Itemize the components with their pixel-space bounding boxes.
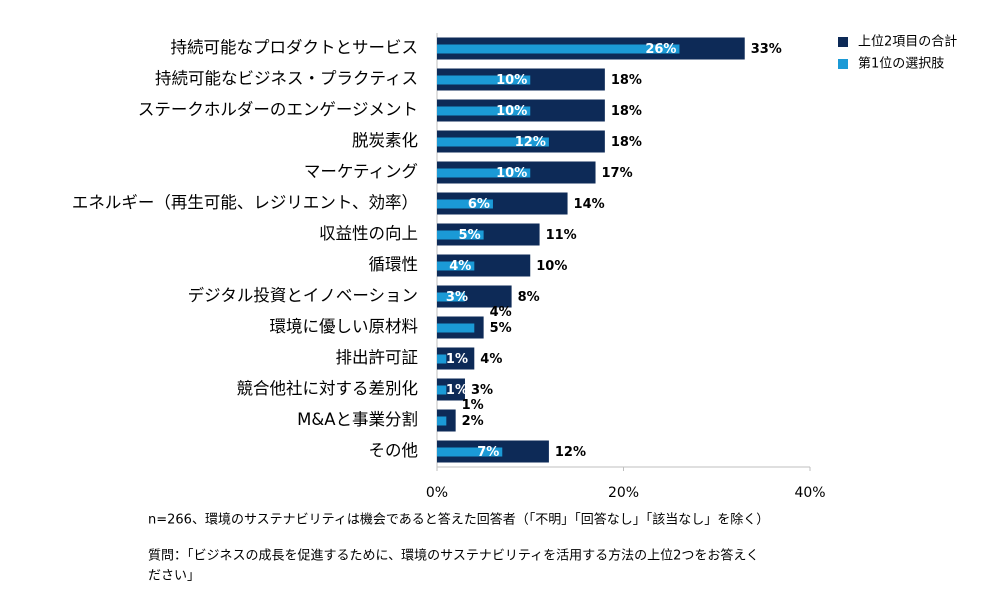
value-label: 12% xyxy=(555,445,586,460)
value-label: 7% xyxy=(477,445,499,460)
value-label: 26% xyxy=(645,42,676,57)
bar xyxy=(437,292,465,302)
legend-label: 上位2項目の合計 xyxy=(858,34,957,50)
category-label: 持続可能なビジネス・プラクティス xyxy=(155,69,418,88)
value-label: 4% xyxy=(490,305,512,320)
value-label: 18% xyxy=(611,104,642,119)
note: ださい」 xyxy=(148,569,200,584)
category-label: 競合他社に対する差別化 xyxy=(237,379,419,398)
bar xyxy=(437,416,447,426)
value-label: 3% xyxy=(471,383,493,398)
category-label: 脱炭素化 xyxy=(352,131,418,150)
category-label: マーケティング xyxy=(304,162,418,181)
note: n=266、環境のサステナビリティは機会であると答えた回答者（「不明」「回答なし… xyxy=(148,512,769,528)
category-label: M&Aと事業分割 xyxy=(297,410,418,429)
bar xyxy=(437,378,465,401)
category-label: エネルギー（再生可能、レジリエント、効率） xyxy=(72,193,418,212)
legend-label: 第1位の選択肢 xyxy=(858,56,944,72)
bar xyxy=(437,385,447,395)
bar xyxy=(437,75,531,85)
value-label: 11% xyxy=(546,228,577,243)
value-label: 1% xyxy=(462,398,484,413)
value-label: 10% xyxy=(496,73,527,88)
category-label: 環境に優しい原材料 xyxy=(270,317,419,336)
bar xyxy=(437,223,540,246)
legend-swatch xyxy=(838,37,848,47)
value-label: 8% xyxy=(518,290,540,305)
bar xyxy=(437,261,475,271)
value-label: 18% xyxy=(611,135,642,150)
bar xyxy=(437,44,680,54)
value-label: 10% xyxy=(496,104,527,119)
category-label: ステークホルダーのエンゲージメント xyxy=(138,100,418,119)
bar xyxy=(437,230,484,240)
bar xyxy=(437,106,531,116)
x-tick-label: 40% xyxy=(794,485,825,501)
note: 質問：「ビジネスの成長を促進するために、環境のサステナビリティを活用する方法の上… xyxy=(148,548,759,564)
category-label: 持続可能なプロダクトとサービス xyxy=(171,38,419,57)
bar xyxy=(437,347,475,370)
category-label: デジタル投資とイノベーション xyxy=(188,285,418,305)
value-label: 33% xyxy=(751,42,782,57)
value-label: 1% xyxy=(446,352,468,367)
bar xyxy=(437,323,475,333)
value-label: 2% xyxy=(462,414,484,429)
value-label: 12% xyxy=(515,135,546,150)
bar xyxy=(437,447,503,457)
value-label: 4% xyxy=(449,259,471,274)
category-label: 排出許可証 xyxy=(336,348,419,367)
value-label: 14% xyxy=(574,197,605,212)
category-label: 収益性の向上 xyxy=(319,224,418,243)
category-label: その他 xyxy=(369,441,419,460)
value-label: 4% xyxy=(480,352,502,367)
bar xyxy=(437,137,549,147)
bar xyxy=(437,199,493,209)
category-label: 循環性 xyxy=(369,255,419,274)
bar xyxy=(437,192,568,215)
value-label: 10% xyxy=(496,166,527,181)
value-label: 17% xyxy=(602,166,633,181)
value-label: 1% xyxy=(446,383,468,398)
value-label: 6% xyxy=(468,197,490,212)
value-label: 3% xyxy=(446,290,468,305)
x-tick-label: 20% xyxy=(608,485,639,501)
value-label: 5% xyxy=(459,228,481,243)
value-label: 18% xyxy=(611,73,642,88)
bar xyxy=(437,285,512,308)
value-label: 10% xyxy=(536,259,567,274)
legend-swatch xyxy=(838,59,848,69)
bar xyxy=(437,168,531,178)
bar xyxy=(437,254,531,277)
x-tick-label: 0% xyxy=(426,485,448,501)
value-label: 5% xyxy=(490,321,512,336)
bar xyxy=(437,354,447,364)
